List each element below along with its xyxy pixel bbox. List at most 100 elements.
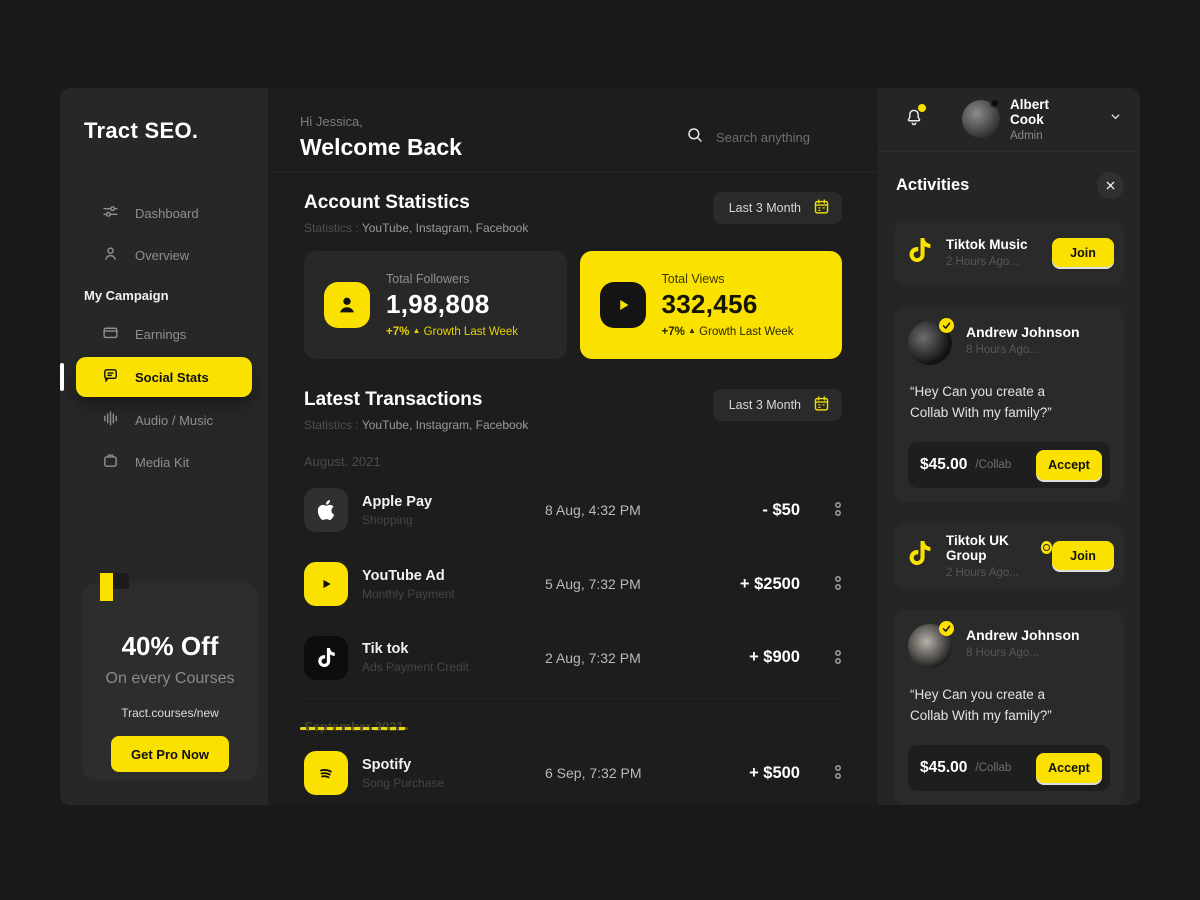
- promo-subtitle: On every Courses: [105, 670, 235, 687]
- user-name: Albert Cook: [1010, 96, 1050, 127]
- offer-unit: /Collab: [975, 762, 1012, 774]
- transaction-amount: - $50: [762, 500, 800, 519]
- search-icon: [686, 126, 704, 149]
- section-title: Latest Transactions: [304, 389, 483, 410]
- activities-header: Activities: [878, 152, 1140, 199]
- wallet-icon: [102, 324, 119, 344]
- kebab-menu-icon[interactable]: [800, 647, 842, 669]
- tiktok-icon: [908, 541, 932, 570]
- stat-label: Total Followers: [386, 272, 470, 286]
- date-filter-button[interactable]: Last 3 Month: [712, 192, 842, 224]
- sidebar-item-dashboard[interactable]: Dashboard: [60, 192, 268, 234]
- activity-card-andrew-johnson[interactable]: Andrew Johnson 8 Hours Ago... “Hey Can y…: [894, 609, 1124, 805]
- subtitle-value: YouTube, Instagram, Facebook: [361, 221, 529, 235]
- equalizer-icon: [102, 410, 119, 430]
- sidebar-item-media-kit[interactable]: Media Kit: [60, 441, 268, 483]
- stat-growth: +7% ▲ Growth Last Week: [662, 326, 794, 338]
- stat-value: 332,456: [661, 289, 758, 319]
- kebab-menu-icon[interactable]: [800, 499, 842, 521]
- person-icon: [102, 245, 119, 265]
- chevron-down-icon[interactable]: [1109, 110, 1122, 128]
- activity-time: 8 Hours Ago...: [966, 343, 1039, 356]
- activities-list: Tiktok Music 2 Hours Ago... Join Andrew …: [878, 199, 1140, 805]
- accept-button[interactable]: Accept: [1036, 753, 1102, 783]
- greeting-text: Hi Jessica,: [300, 114, 363, 129]
- join-button[interactable]: Join: [1052, 238, 1114, 268]
- transaction-amount: + $500: [749, 763, 800, 782]
- month-label-august: August. 2021: [304, 454, 381, 469]
- activity-card-tiktok-uk-group[interactable]: Tiktok UK Group 2 Hours Ago... Join: [894, 523, 1124, 588]
- sidebar-item-label: Audio / Music: [135, 412, 214, 428]
- close-button[interactable]: [1097, 171, 1124, 199]
- date-filter-button[interactable]: Last 3 Month: [712, 389, 842, 421]
- subtitle-value: YouTube, Instagram, Facebook: [361, 418, 529, 432]
- avatar: [962, 98, 1000, 139]
- growth-text: Growth Last Week: [423, 326, 519, 338]
- activity-name: Andrew Johnson: [966, 626, 1080, 643]
- transaction-row[interactable]: Apple Pay Shopping 8 Aug, 4:32 PM - $50: [304, 481, 842, 539]
- kebab-menu-icon[interactable]: [800, 762, 842, 784]
- activity-time: 2 Hours Ago...: [946, 566, 1019, 579]
- activity-card-andrew-johnson[interactable]: Andrew Johnson 8 Hours Ago... “Hey Can y…: [894, 306, 1124, 502]
- stat-cards: Total Followers 1,98,808 +7% ▲ Growth La…: [268, 251, 878, 359]
- flag-icon: [100, 573, 113, 601]
- promo-card: 40% Off On every Courses Tract.courses/n…: [82, 573, 258, 780]
- join-button[interactable]: Join: [1052, 541, 1114, 571]
- sidebar-nav: Dashboard Overview My Campaign Earnings …: [60, 192, 268, 483]
- total-followers-card[interactable]: Total Followers 1,98,808 +7% ▲ Growth La…: [304, 251, 567, 359]
- sidebar-item-overview[interactable]: Overview: [60, 234, 268, 276]
- transaction-date: 5 Aug, 7:32 PM: [545, 576, 641, 592]
- promo-link[interactable]: Tract.courses/new: [121, 706, 219, 720]
- right-panel-header: Albert Cook Admin: [878, 88, 1140, 152]
- search-input[interactable]: [716, 130, 846, 145]
- sidebar-section-my-campaign: My Campaign: [84, 288, 169, 303]
- sidebar-item-earnings[interactable]: Earnings: [60, 313, 268, 355]
- stat-label: Total Views: [661, 272, 725, 286]
- activity-time: 2 Hours Ago...: [946, 256, 1019, 269]
- transaction-name: Tik tok: [362, 641, 409, 657]
- total-views-card[interactable]: Total Views 332,456 +7% ▲ Growth Last We…: [579, 251, 842, 359]
- search-bar[interactable]: [686, 126, 846, 149]
- get-pro-button[interactable]: Get Pro Now: [111, 736, 229, 772]
- sidebar-item-audio-music[interactable]: Audio / Music: [60, 399, 268, 441]
- activity-card-tiktok-music[interactable]: Tiktok Music 2 Hours Ago... Join: [894, 220, 1124, 285]
- transaction-row[interactable]: Spotify Song Purchase 6 Sep, 7:32 PM + $…: [304, 744, 842, 802]
- user-menu[interactable]: Albert Cook Admin: [962, 97, 1122, 142]
- sidebar-item-label: Overview: [135, 247, 190, 263]
- transaction-name: Spotify: [362, 756, 412, 773]
- transaction-category: Ads Payment Credit: [362, 660, 469, 674]
- youtube-icon: [304, 562, 348, 606]
- notifications-button[interactable]: [904, 103, 926, 132]
- avatar: [908, 620, 954, 668]
- sidebar: Tract SEO. Dashboard Overview My Campaig…: [60, 88, 268, 805]
- stat-growth: +7% ▲ Growth Last Week: [386, 326, 518, 338]
- accept-button[interactable]: Accept: [1036, 449, 1102, 480]
- transaction-name: YouTube Ad: [362, 567, 445, 584]
- transaction-row[interactable]: YouTube Ad Monthly Payment 5 Aug, 7:32 P…: [304, 555, 842, 613]
- transaction-name: Apple Pay: [362, 493, 433, 510]
- page-title: Welcome Back: [300, 134, 462, 160]
- account-statistics-header: Account Statistics Statistics : YouTube,…: [268, 192, 878, 235]
- transaction-date: 2 Aug, 7:32 PM: [545, 649, 641, 666]
- offer-footer: $45.00 /Collab Accept: [908, 745, 1110, 791]
- activity-name: Tiktok Music: [946, 237, 1028, 253]
- activity-message: “Hey Can you create a Collab With my fam…: [910, 686, 1052, 724]
- play-icon: [599, 282, 646, 328]
- month-label-september: September 2021: [268, 719, 878, 734]
- section-title: Account Statistics: [304, 192, 470, 213]
- transaction-category: Song Purchase: [362, 775, 445, 790]
- offer-price: $45.00: [920, 455, 968, 473]
- subtitle-label: Statistics :: [304, 418, 359, 432]
- right-panel: Albert Cook Admin Activities Tiktok Musi…: [878, 88, 1140, 805]
- transaction-row[interactable]: Tik tok Ads Payment Credit 2 Aug, 7:32 P…: [304, 629, 842, 699]
- check-badge-icon: [939, 620, 954, 636]
- status-dot: [990, 98, 1000, 109]
- sidebar-item-social-stats[interactable]: Social Stats: [60, 357, 252, 397]
- sidebar-item-label: Media Kit: [135, 454, 190, 470]
- kebab-menu-icon[interactable]: [800, 573, 842, 595]
- transaction-category: Shopping: [362, 512, 413, 527]
- transaction-amount: + $2500: [739, 574, 800, 593]
- main-content: Hi Jessica, Welcome Back Account Statist…: [268, 88, 878, 805]
- bell-icon: [907, 109, 921, 126]
- transaction-category: Monthly Payment: [362, 586, 455, 601]
